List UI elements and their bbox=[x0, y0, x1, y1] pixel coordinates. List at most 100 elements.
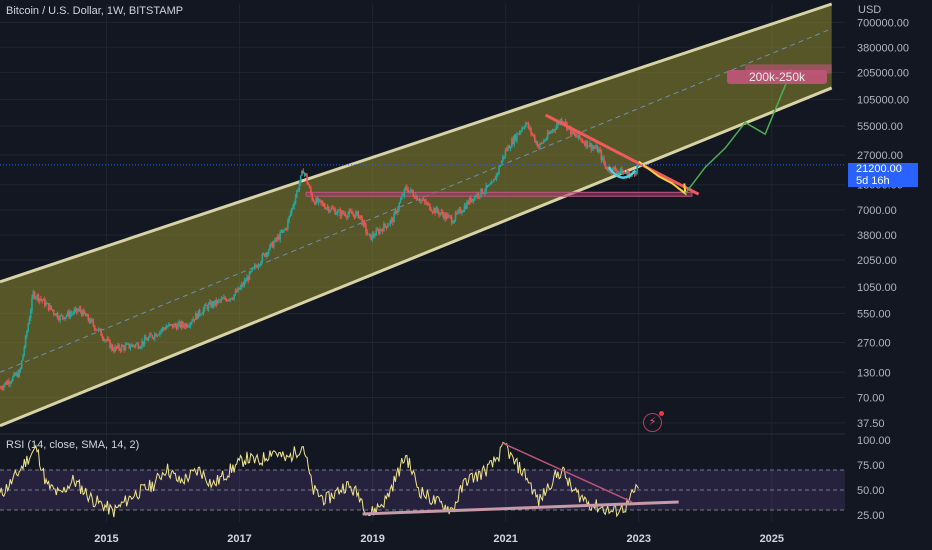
candle-body bbox=[441, 211, 444, 215]
candle-body bbox=[393, 212, 395, 223]
candle-body bbox=[51, 309, 54, 311]
bar-countdown: 5d 16h bbox=[856, 175, 890, 187]
candle-body bbox=[383, 223, 385, 232]
candle-body bbox=[183, 325, 186, 328]
candle-body bbox=[577, 134, 580, 138]
candle-body bbox=[379, 229, 381, 234]
candle-body bbox=[95, 329, 97, 331]
price-axis-label: 380000.00 bbox=[857, 42, 909, 54]
candle-body bbox=[26, 331, 28, 336]
candle-body bbox=[386, 225, 389, 228]
candle-body bbox=[200, 314, 202, 316]
time-axis-label: 2023 bbox=[626, 533, 650, 545]
candle-body bbox=[8, 381, 10, 384]
candle-body bbox=[531, 133, 534, 135]
candle-body bbox=[159, 331, 161, 335]
candle-body bbox=[627, 171, 630, 178]
candle-body bbox=[388, 224, 390, 226]
candle-body bbox=[302, 170, 305, 174]
candle-body bbox=[192, 319, 195, 322]
candle-body bbox=[84, 313, 87, 317]
candle-body bbox=[619, 168, 622, 172]
candle-body bbox=[209, 301, 211, 304]
candle-body bbox=[389, 220, 392, 225]
candle-body bbox=[298, 183, 301, 190]
price-axis-label: 700000.00 bbox=[857, 17, 909, 29]
candle-body bbox=[3, 385, 5, 389]
candle-body bbox=[357, 211, 360, 219]
candle-body bbox=[270, 242, 273, 245]
candle-body bbox=[452, 222, 454, 224]
candle-body bbox=[174, 324, 177, 326]
candle-body bbox=[348, 210, 351, 214]
candle-body bbox=[38, 298, 41, 301]
candle-body bbox=[473, 195, 476, 201]
candle-body bbox=[151, 335, 154, 338]
candle-body bbox=[24, 335, 27, 348]
candle-body bbox=[99, 328, 101, 330]
candle-body bbox=[582, 142, 585, 144]
candle-body bbox=[296, 190, 298, 197]
projection-path bbox=[684, 69, 793, 194]
candle-body bbox=[328, 207, 330, 212]
candle-body bbox=[150, 334, 152, 336]
price-axis-label: 55000.00 bbox=[857, 121, 903, 133]
candle-body bbox=[157, 334, 160, 336]
candle-body bbox=[324, 206, 326, 209]
candle-body bbox=[170, 324, 173, 326]
candle-body bbox=[303, 173, 306, 175]
candle-body bbox=[313, 201, 316, 205]
candle-body bbox=[0, 387, 3, 389]
candle-body bbox=[458, 209, 461, 211]
candle-body bbox=[500, 161, 503, 166]
price-axis-label: 7000.00 bbox=[857, 205, 897, 217]
candle-body bbox=[498, 166, 500, 173]
candle-body bbox=[22, 354, 24, 361]
candle-body bbox=[512, 139, 514, 144]
candle-body bbox=[604, 163, 607, 167]
candle-body bbox=[489, 184, 491, 186]
candle-body bbox=[46, 303, 49, 305]
candle-body bbox=[83, 310, 86, 314]
candle-body bbox=[550, 131, 553, 133]
candle-body bbox=[482, 192, 485, 194]
candle-body bbox=[312, 200, 315, 202]
candle-body bbox=[560, 119, 563, 122]
candle-body bbox=[32, 291, 35, 298]
candle-body bbox=[485, 185, 488, 192]
candle-body bbox=[539, 143, 541, 147]
candle-body bbox=[406, 186, 408, 190]
candle-body bbox=[128, 343, 131, 348]
chart-title: Bitcoin / U.S. Dollar, 1W, BITSTAMP bbox=[6, 5, 184, 17]
candle-body bbox=[376, 229, 379, 231]
candle-body bbox=[226, 299, 229, 302]
candle-body bbox=[426, 203, 429, 205]
candle-body bbox=[97, 328, 100, 331]
candle-body bbox=[580, 138, 582, 140]
candle-body bbox=[412, 192, 415, 197]
candle-body bbox=[614, 167, 617, 171]
candle-body bbox=[91, 319, 93, 322]
candle-body bbox=[413, 196, 416, 199]
candle-body bbox=[352, 214, 354, 216]
price-axis-label: 105000.00 bbox=[857, 95, 909, 107]
candle-body bbox=[394, 210, 397, 213]
candle-body bbox=[109, 340, 111, 349]
candle-body bbox=[35, 297, 37, 299]
candle-body bbox=[490, 182, 493, 185]
candle-body bbox=[65, 315, 68, 317]
candle-body bbox=[179, 321, 182, 328]
candle-body bbox=[220, 298, 223, 301]
candle-body bbox=[49, 305, 51, 310]
candle-body bbox=[347, 213, 349, 218]
candle-body bbox=[311, 193, 314, 201]
candle-body bbox=[129, 346, 132, 348]
candle-body bbox=[113, 350, 115, 352]
candle-body bbox=[549, 132, 551, 134]
candle-body bbox=[289, 213, 292, 217]
candle-body bbox=[82, 310, 84, 316]
target-zone-label: 200k-250k bbox=[727, 70, 827, 84]
lightning-icon[interactable]: ⚡ bbox=[643, 411, 664, 432]
candle-body bbox=[513, 135, 516, 144]
